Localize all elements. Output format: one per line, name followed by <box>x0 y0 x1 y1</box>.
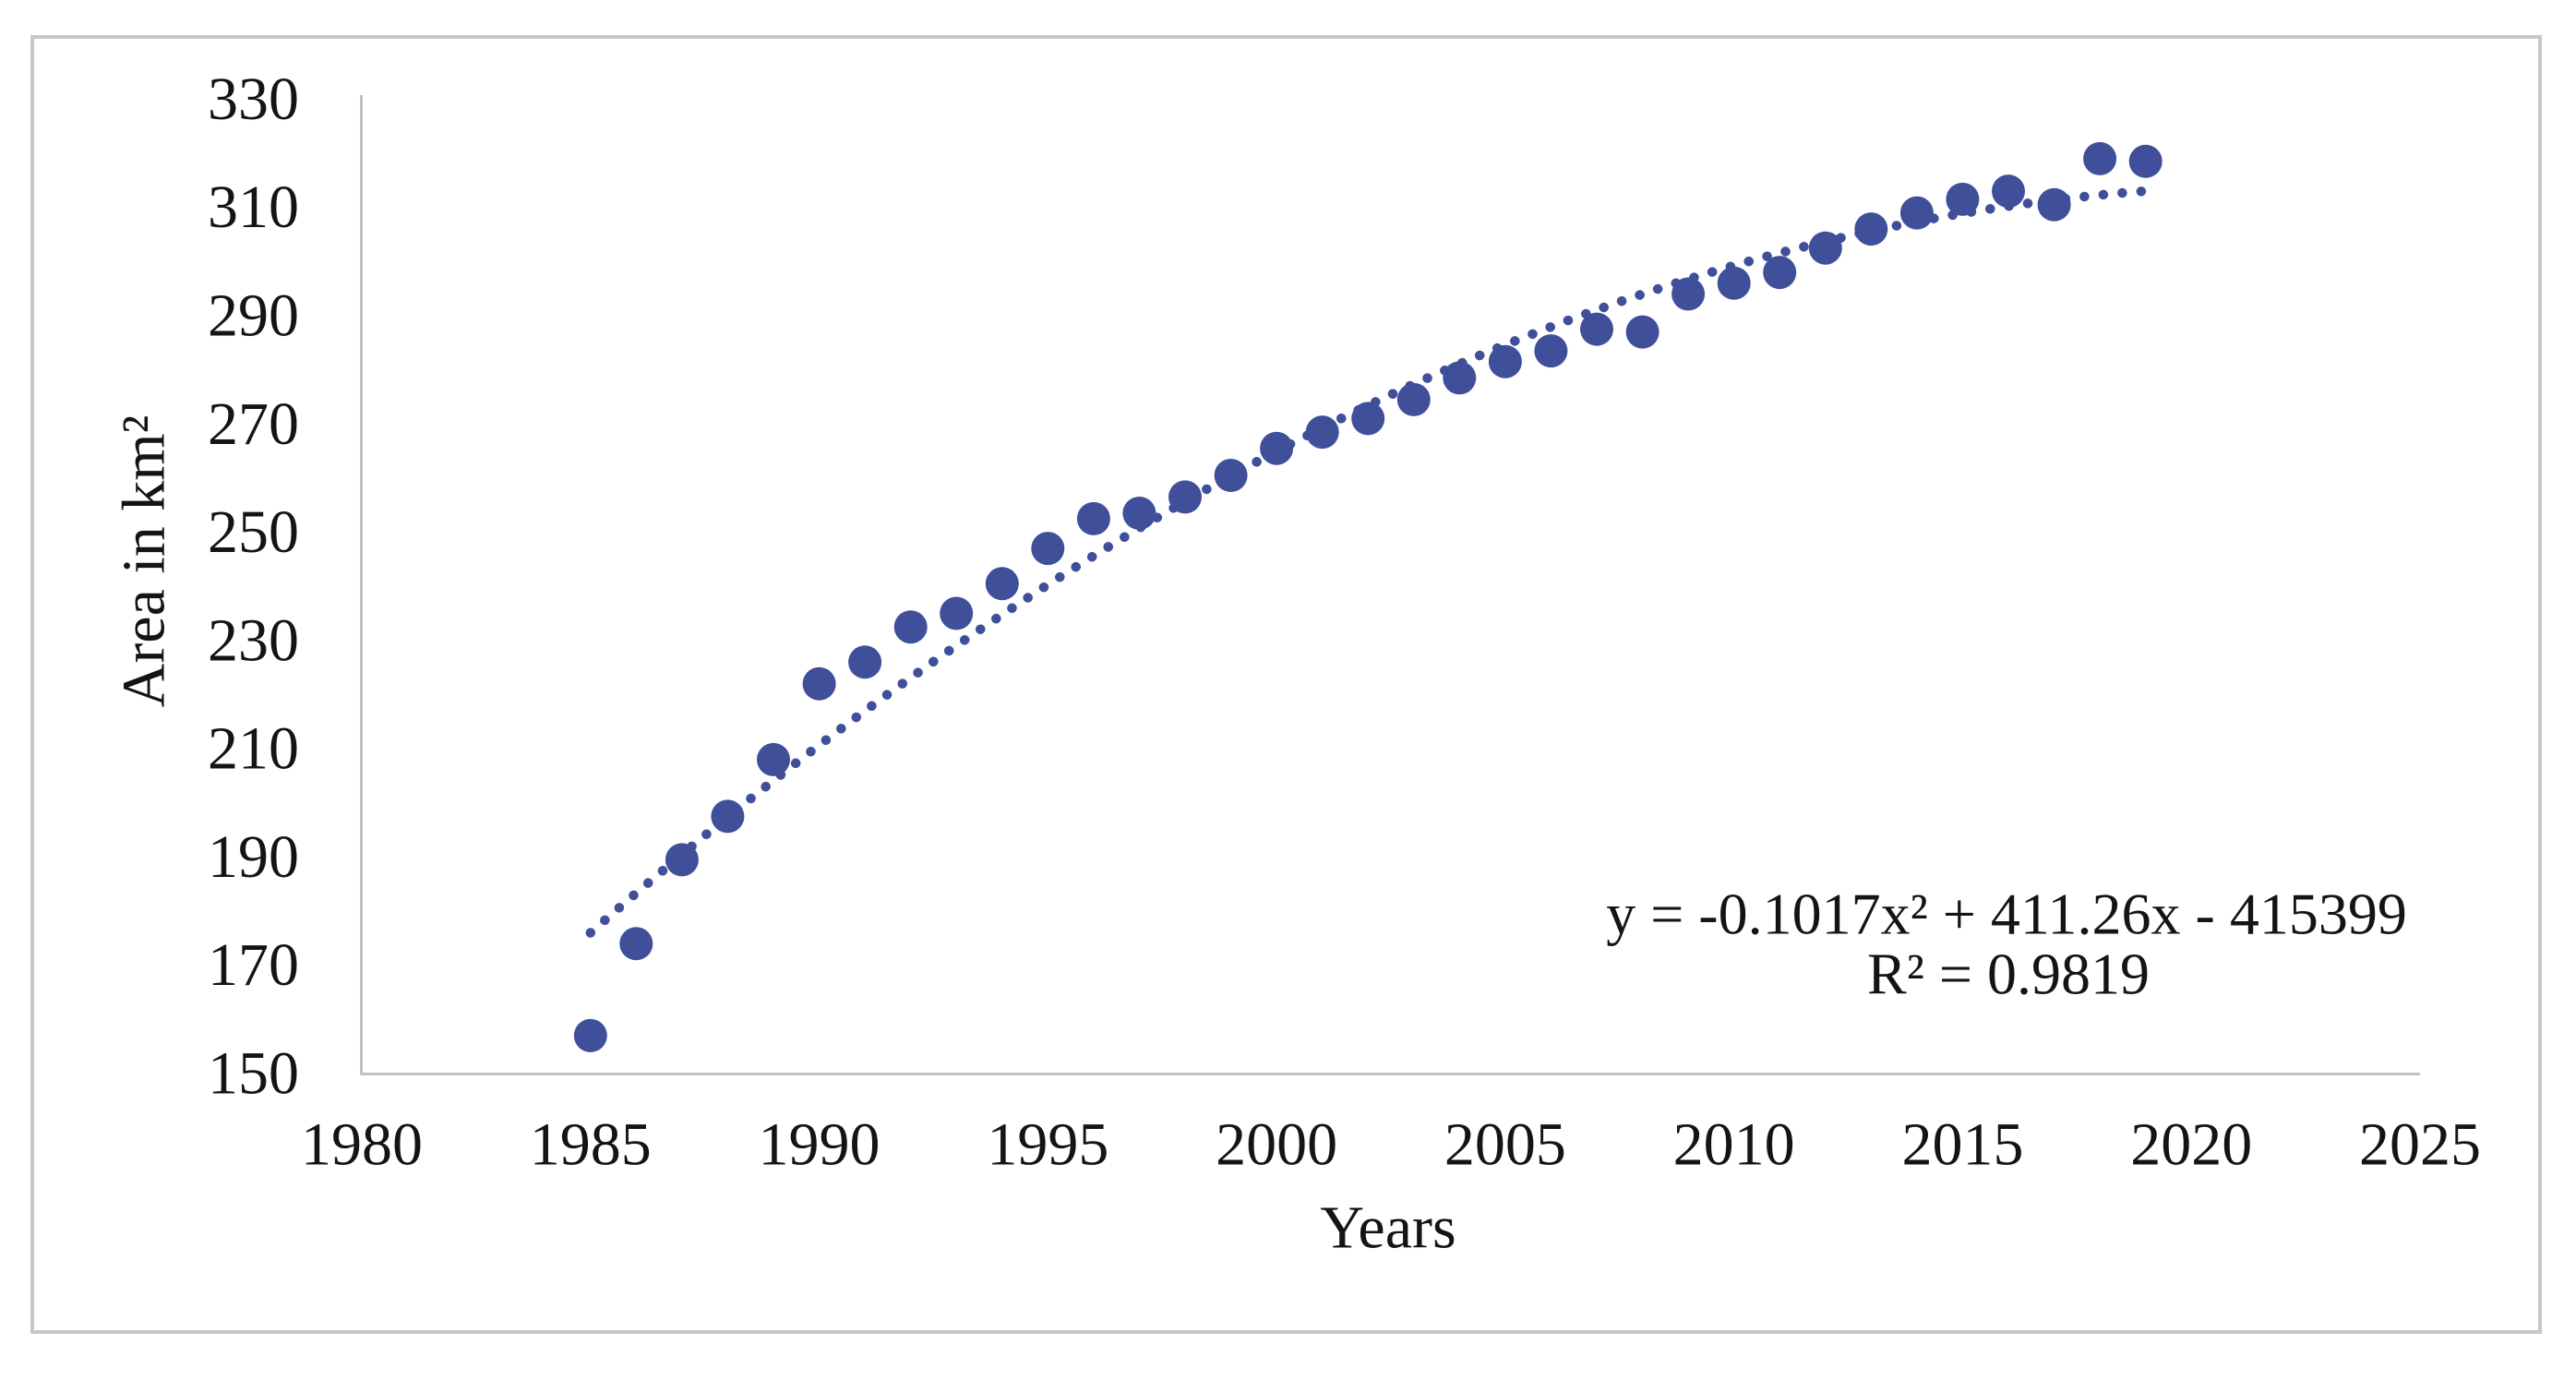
y-tick-label: 170 <box>208 931 299 999</box>
data-point <box>665 843 699 877</box>
y-axis-tick-labels: 150 170 190 210 230 250 270 290 310 330 <box>208 66 299 1108</box>
figure-border <box>30 35 2542 1334</box>
data-point <box>802 666 836 701</box>
y-tick-label: 150 <box>208 1040 299 1108</box>
data-point <box>711 799 745 834</box>
data-point <box>2128 144 2163 178</box>
trendline-dotted-path <box>585 186 2151 938</box>
y-tick-label: 190 <box>208 823 299 891</box>
y-tick-label: 230 <box>208 606 299 674</box>
data-point <box>1899 196 1934 230</box>
data-point <box>619 927 653 961</box>
data-point <box>1717 266 1751 300</box>
y-tick-label: 250 <box>208 498 299 566</box>
data-point <box>1671 277 1706 311</box>
x-axis-tick-labels: 1980 1985 1990 1995 2000 2005 2010 2015 2020 2025 <box>301 1111 2481 1179</box>
trendline <box>585 186 2151 938</box>
y-tick-label: 310 <box>208 174 299 241</box>
data-point <box>1488 344 1522 378</box>
data-point <box>940 596 974 630</box>
x-tick-label: 1985 <box>530 1111 652 1179</box>
data-point <box>1854 212 1888 246</box>
data-point <box>893 610 928 644</box>
data-point <box>1076 501 1110 535</box>
data-point <box>1260 431 1294 465</box>
data-point <box>1763 256 1797 290</box>
y-tick-label: 210 <box>208 715 299 783</box>
x-tick-label: 2015 <box>1901 1111 2023 1179</box>
data-point <box>1625 315 1659 349</box>
data-point <box>1168 480 1202 514</box>
data-point <box>1396 382 1431 416</box>
x-axis-title: Years <box>1320 1194 1456 1262</box>
y-tick-label: 330 <box>208 66 299 133</box>
x-tick-label: 2025 <box>2359 1111 2481 1179</box>
y-tick-label: 270 <box>208 390 299 458</box>
data-point <box>1808 231 1842 265</box>
data-point <box>757 742 790 776</box>
data-point <box>1580 312 1613 346</box>
x-tick-label: 2000 <box>1216 1111 1337 1179</box>
x-tick-label: 2020 <box>2130 1111 2252 1179</box>
x-tick-label: 1990 <box>759 1111 881 1179</box>
y-tick-label: 290 <box>208 282 299 349</box>
data-point <box>1534 334 1568 368</box>
data-point-series <box>573 141 2163 1052</box>
data-point <box>2037 187 2071 222</box>
data-point <box>1443 361 1477 395</box>
x-tick-label: 2005 <box>1444 1111 1566 1179</box>
x-tick-label: 1995 <box>987 1111 1108 1179</box>
trend-r-squared-label: R² = 0.9819 <box>1867 942 2150 1007</box>
data-point <box>1122 497 1156 530</box>
data-point <box>1351 402 1385 436</box>
trend-equation-label: y = -0.1017x² + 411.26x - 415399 <box>1606 882 2407 947</box>
data-point <box>1031 532 1065 566</box>
data-point <box>1305 415 1339 450</box>
data-point <box>573 1018 607 1052</box>
data-point <box>985 567 1019 601</box>
y-axis-title: Area in km² <box>111 415 178 708</box>
data-point <box>1946 182 1980 216</box>
x-tick-label: 2010 <box>1673 1111 1795 1179</box>
data-point <box>1992 174 2025 209</box>
x-tick-label: 1980 <box>301 1111 423 1179</box>
data-point <box>1214 459 1248 492</box>
data-point <box>2083 141 2117 175</box>
data-point <box>848 645 882 679</box>
